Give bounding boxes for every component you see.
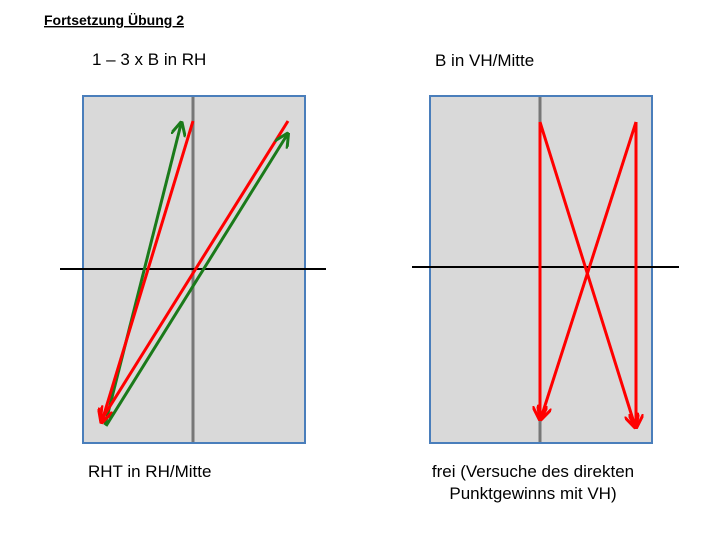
slide-title: Fortsetzung Übung 2 xyxy=(44,12,184,28)
panel-title: 1 – 3 x B in RH xyxy=(92,50,206,69)
arrow xyxy=(103,124,181,426)
panel-caption: frei (Versuche des direkten xyxy=(432,462,634,481)
arrow xyxy=(102,120,290,419)
panel-caption: RHT in RH/Mitte xyxy=(88,462,211,481)
panel-caption: Punktgewinns mit VH) xyxy=(449,484,616,503)
arrow xyxy=(102,120,195,421)
panel-title: B in VH/Mitte xyxy=(435,51,534,70)
arrow xyxy=(104,135,287,427)
arrow xyxy=(541,121,638,418)
